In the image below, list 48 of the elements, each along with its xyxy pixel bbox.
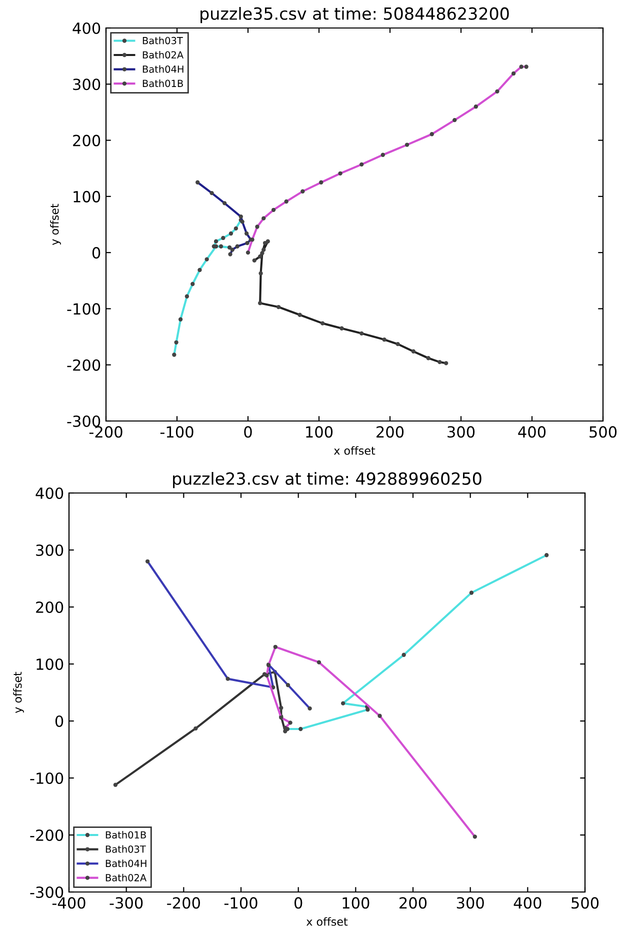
y-tick-label: 200 [36, 601, 64, 614]
x-tick-label: -200 [89, 426, 122, 438]
x-tick-label: -100 [160, 426, 194, 438]
x-tick-label: 0 [294, 897, 302, 909]
x-axis-title: x offset [334, 446, 376, 455]
y-tick-label: -300 [30, 886, 64, 898]
y-tick-label: 300 [73, 78, 100, 90]
legend-label: Bath02A [106, 874, 147, 882]
y-tick-label: 400 [72, 22, 100, 34]
y-tick-label: 400 [36, 487, 64, 500]
y-tick-label: 300 [36, 544, 64, 556]
x-tick-label: 100 [342, 897, 370, 909]
y-axis-title: y offset [13, 672, 24, 714]
x-tick-label: -200 [167, 897, 200, 909]
legend-label: Bath03T [142, 36, 183, 44]
chart-title: puzzle23.csv at time: 492889960250 [173, 472, 482, 488]
y-tick-label: 100 [74, 190, 100, 202]
x-tick-label: 400 [514, 897, 542, 909]
legend-label: Bath02A [142, 51, 184, 59]
x-tick-label: 100 [306, 426, 333, 438]
x-tick-label: 200 [400, 897, 427, 909]
legend-label: Bath04H [142, 65, 184, 73]
y-tick-label: -200 [67, 359, 100, 371]
x-tick-label: 500 [590, 426, 617, 438]
y-tick-label: 0 [92, 247, 100, 259]
legend-label: Bath01B [106, 831, 146, 839]
legend-label: Bath04H [106, 860, 146, 868]
y-tick-label: 0 [55, 715, 64, 728]
x-tick-label: -100 [224, 897, 258, 909]
y-tick-label: -100 [30, 772, 64, 784]
legend-label: Bath03T [106, 845, 146, 853]
x-tick-label: 300 [456, 897, 484, 909]
x-tick-label: -400 [52, 897, 86, 909]
x-tick-label: 400 [518, 426, 546, 438]
y-tick-label: 200 [73, 134, 100, 146]
y-tick-label: -200 [30, 829, 64, 842]
chart-title: puzzle35.csv at time: 508448623200 [200, 7, 509, 24]
y-tick-label: 100 [36, 658, 64, 670]
y-axis-title: y offset [50, 204, 61, 246]
x-tick-label: 0 [244, 426, 252, 438]
x-axis-title: x offset [306, 917, 348, 926]
y-tick-label: -300 [67, 415, 100, 428]
x-tick-label: -300 [110, 897, 143, 909]
legend-label: Bath01B [142, 80, 183, 88]
x-tick-label: 300 [448, 426, 475, 438]
x-tick-label: 500 [572, 897, 599, 909]
x-tick-label: 200 [376, 426, 404, 438]
y-tick-label: -100 [67, 303, 100, 315]
